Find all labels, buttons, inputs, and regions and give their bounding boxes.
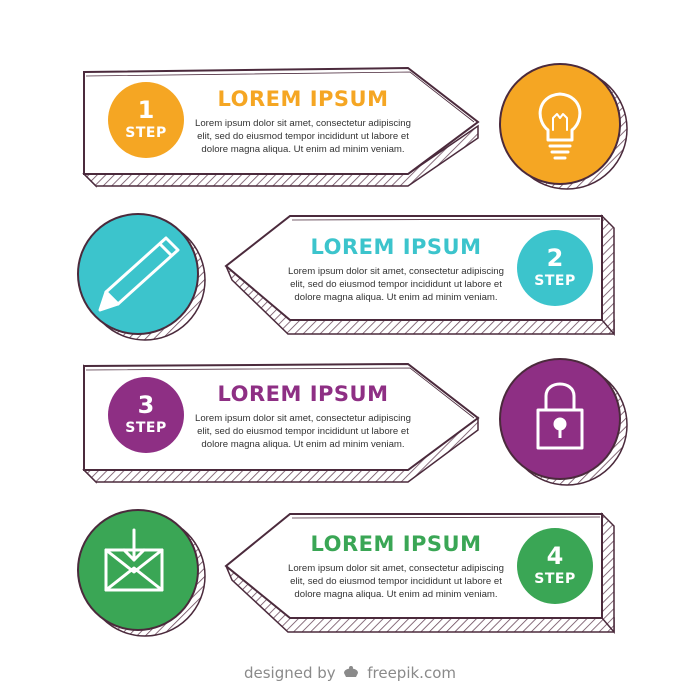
step-body-line: elit, sed do eiusmod tempor incididunt u… bbox=[197, 131, 409, 142]
step-1-banner bbox=[82, 66, 480, 188]
banner-face bbox=[224, 513, 603, 619]
step-badge-circle bbox=[108, 82, 184, 158]
step-2-badge: 2 STEP bbox=[517, 230, 593, 306]
step-2: 2 STEP LOREM IPSUM Lorem ipsum dolor sit… bbox=[77, 213, 615, 341]
step-title: LOREM IPSUM bbox=[218, 382, 389, 406]
step-3-badge: 3 STEP bbox=[108, 377, 184, 453]
banner-face bbox=[83, 362, 480, 471]
lightbulb-icon bbox=[538, 92, 582, 160]
step-4-badge: 4 STEP bbox=[517, 528, 593, 604]
banner-sketch-line bbox=[85, 71, 475, 123]
step-2-icon-disc bbox=[77, 213, 206, 341]
step-body-line: dolore magna aliqua. Ut enim ad minim ve… bbox=[201, 144, 404, 155]
step-number: 3 bbox=[138, 391, 155, 419]
step-body-line: Lorem ipsum dolor sit amet, consectetur … bbox=[288, 266, 504, 277]
designed-by-text: designed by bbox=[243, 664, 336, 682]
step-4-icon-disc bbox=[77, 509, 206, 637]
step-title: LOREM IPSUM bbox=[311, 532, 482, 556]
disc-face bbox=[77, 213, 199, 335]
step-1: 1 STEP LOREM IPSUM Lorem ipsum dolor sit… bbox=[82, 63, 628, 190]
freepik-logo-icon bbox=[344, 666, 359, 677]
step-body-line: dolore magna aliqua. Ut enim ad minim ve… bbox=[201, 439, 404, 450]
banner-sketch-line bbox=[291, 516, 601, 519]
padlock-icon bbox=[536, 382, 584, 450]
step-body-line: elit, sed do eiusmod tempor incididunt u… bbox=[197, 426, 409, 437]
step-3-banner bbox=[82, 362, 480, 484]
step-badge-circle bbox=[517, 230, 593, 306]
step-body-line: Lorem ipsum dolor sit amet, consectetur … bbox=[195, 118, 411, 129]
disc-face bbox=[499, 63, 621, 185]
step-3-icon-disc bbox=[499, 358, 628, 486]
step-2-banner bbox=[224, 214, 615, 337]
banner-hatch-side bbox=[601, 512, 615, 635]
attribution-footer: designed by freepik.com bbox=[0, 664, 700, 682]
step-number: 2 bbox=[547, 244, 564, 272]
step-body-line: dolore magna aliqua. Ut enim ad minim ve… bbox=[294, 292, 497, 303]
step-body-line: dolore magna aliqua. Ut enim ad minim ve… bbox=[294, 589, 497, 600]
step-title: LOREM IPSUM bbox=[218, 87, 389, 111]
step-1-badge: 1 STEP bbox=[108, 82, 184, 158]
banner-hatch-side bbox=[601, 214, 615, 337]
step-title: LOREM IPSUM bbox=[311, 235, 482, 259]
step-badge-circle bbox=[517, 528, 593, 604]
step-4-banner bbox=[224, 512, 615, 635]
step-number: 4 bbox=[547, 542, 564, 570]
pencil-icon bbox=[98, 236, 180, 312]
download-envelope-icon bbox=[104, 528, 164, 592]
banner-sketch-line bbox=[85, 367, 475, 419]
step-word: STEP bbox=[125, 125, 166, 141]
step-body-line: Lorem ipsum dolor sit amet, consectetur … bbox=[288, 563, 504, 574]
step-body-line: Lorem ipsum dolor sit amet, consectetur … bbox=[195, 413, 411, 424]
step-1-icon-disc bbox=[499, 63, 628, 190]
step-badge-circle bbox=[108, 377, 184, 453]
step-4: 4 STEP LOREM IPSUM Lorem ipsum dolor sit… bbox=[77, 509, 615, 637]
freepik-brand-text[interactable]: freepik.com bbox=[367, 664, 456, 682]
step-word: STEP bbox=[534, 273, 575, 289]
banner-face bbox=[224, 215, 603, 321]
step-3: 3 STEP LOREM IPSUM Lorem ipsum dolor sit… bbox=[82, 358, 628, 486]
banner-face bbox=[83, 66, 480, 175]
step-word: STEP bbox=[534, 571, 575, 587]
step-word: STEP bbox=[125, 420, 166, 436]
banner-sketch-line bbox=[291, 218, 601, 221]
step-body-line: elit, sed do eiusmod tempor incididunt u… bbox=[290, 576, 502, 587]
step-number: 1 bbox=[138, 96, 155, 124]
step-body-line: elit, sed do eiusmod tempor incididunt u… bbox=[290, 279, 502, 290]
